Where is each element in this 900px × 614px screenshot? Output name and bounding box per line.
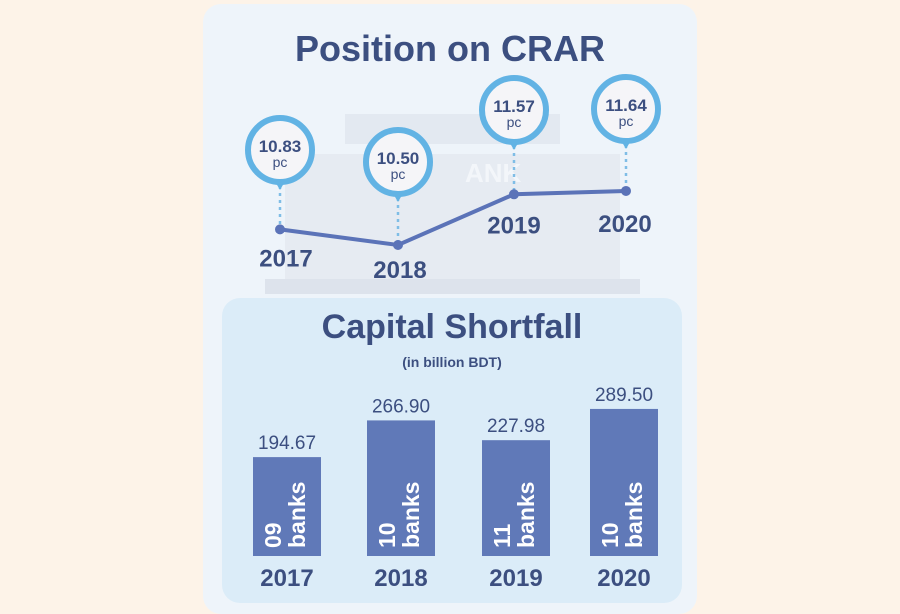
- bar-value-label: 194.67: [258, 433, 316, 454]
- bar-year-label: 2018: [374, 565, 427, 592]
- crar-value-label: 10.50: [377, 149, 420, 168]
- infographic-card: Position on CRAR ANK 10.83 pc 2017 10.50 pc 2…: [203, 4, 697, 614]
- bank-count-label: 09: [260, 522, 286, 548]
- bar: [367, 420, 435, 556]
- bar-year-label: 2019: [489, 565, 542, 592]
- banks-word-label: banks: [398, 482, 424, 548]
- bar: [482, 440, 550, 556]
- crar-year-label: 2020: [598, 211, 651, 238]
- capital-shortfall-title: Capital Shortfall: [321, 308, 583, 346]
- crar-unit-label: pc: [619, 113, 634, 129]
- crar-point: [621, 185, 631, 196]
- crar-value-label: 11.64: [605, 96, 647, 115]
- crar-value-label: 10.83: [259, 137, 302, 156]
- banks-word-label: banks: [621, 482, 647, 548]
- bank-count-label: 11: [489, 523, 515, 548]
- crar-year-label: 2017: [259, 245, 312, 272]
- value-bubble: [479, 75, 549, 145]
- banks-word-label: banks: [513, 482, 539, 548]
- crar-line: [279, 188, 627, 248]
- value-bubble: [591, 74, 661, 144]
- bar-year-label: 2020: [597, 565, 650, 592]
- bank-sign-text: ANK: [465, 158, 522, 188]
- crar-title: Position on CRAR: [295, 28, 605, 69]
- crar-line-chart: 10.83pc201710.50pc201811.57pc201911.64pc…: [245, 74, 661, 284]
- crar-unit-label: pc: [391, 166, 406, 182]
- bar: [253, 457, 321, 556]
- crar-unit-label: pc: [507, 114, 522, 130]
- crar-year-label: 2019: [487, 212, 540, 239]
- bank-count-label: 10: [597, 522, 623, 548]
- crar-unit-label: pc: [273, 154, 288, 170]
- crar-year-label: 2018: [373, 257, 426, 284]
- bar-value-label: 227.98: [487, 416, 545, 437]
- banks-word-label: banks: [284, 482, 310, 548]
- crar-point: [393, 240, 403, 250]
- capital-shortfall-subtitle: (in billion BDT): [402, 354, 502, 370]
- value-bubble: [363, 127, 433, 197]
- crar-value-label: 11.57: [493, 97, 535, 116]
- crar-point: [509, 189, 519, 200]
- bar-year-label: 2017: [260, 565, 313, 592]
- bar-value-label: 289.50: [595, 385, 653, 406]
- capital-shortfall-bar-chart: 194.6709banks2017266.9010banks2018227.98…: [253, 385, 658, 592]
- bank-count-label: 10: [374, 522, 400, 548]
- capital-shortfall-panel: Capital Shortfall (in billion BDT) 194.6…: [222, 298, 682, 603]
- value-bubble: [245, 115, 315, 185]
- crar-point: [275, 224, 285, 235]
- bar-value-label: 266.90: [372, 396, 430, 417]
- bar: [590, 408, 658, 556]
